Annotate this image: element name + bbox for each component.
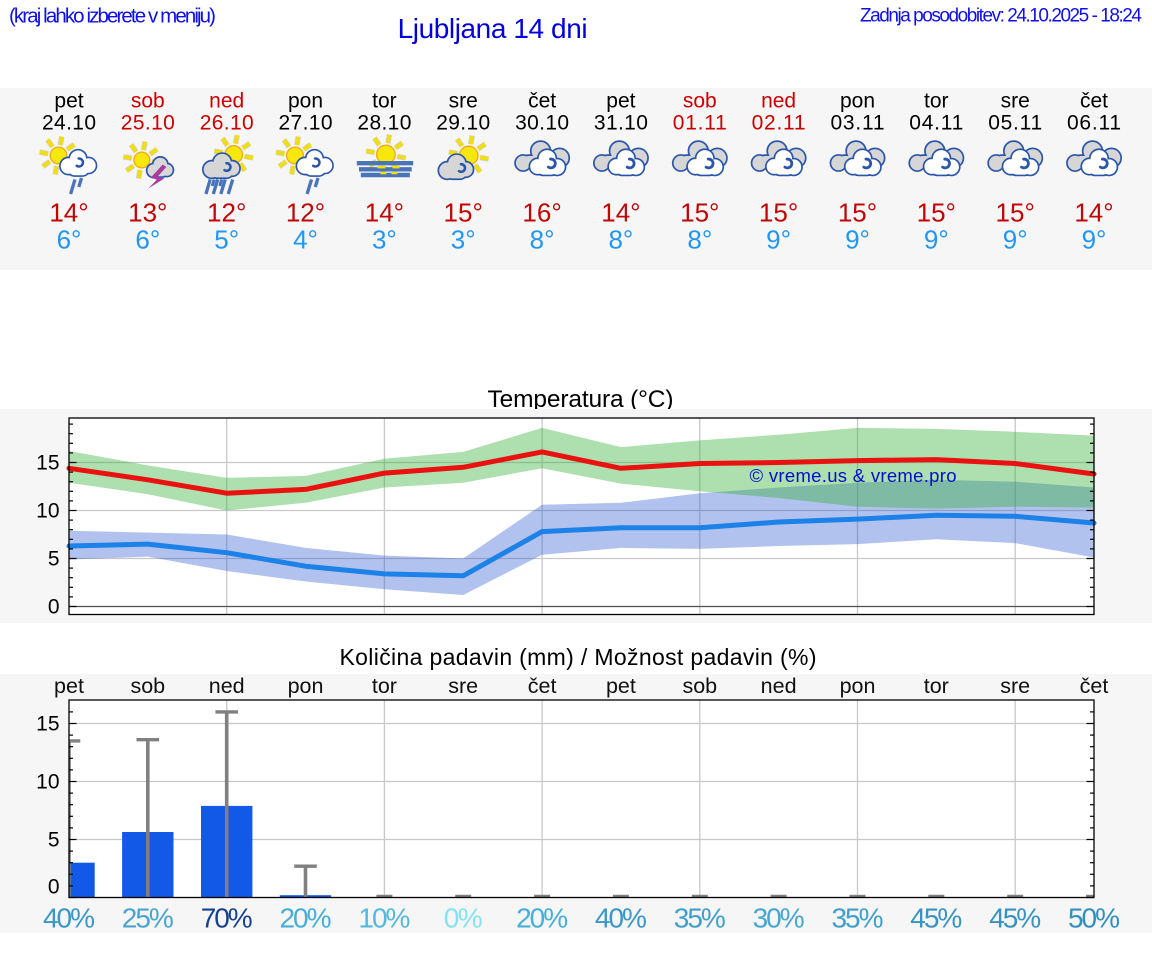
svg-text:9°: 9°	[1003, 225, 1028, 255]
svg-text:15°: 15°	[759, 198, 798, 228]
svg-text:10: 10	[36, 500, 59, 523]
svg-text:9°: 9°	[845, 225, 870, 255]
svg-text:26.10: 26.10	[200, 112, 254, 135]
svg-text:8°: 8°	[687, 225, 712, 255]
svg-text:tor: tor	[372, 674, 397, 698]
svg-text:pon: pon	[288, 674, 324, 698]
svg-text:0: 0	[48, 875, 60, 898]
svg-text:14°: 14°	[365, 198, 404, 228]
svg-text:14°: 14°	[1074, 198, 1113, 228]
svg-text:sre: sre	[449, 90, 478, 113]
svg-text:0: 0	[48, 596, 60, 619]
svg-text:16°: 16°	[522, 198, 561, 228]
svg-text:10%: 10%	[358, 903, 410, 934]
svg-text:Temperatura (°C): Temperatura (°C)	[488, 386, 674, 413]
svg-text:pet: pet	[606, 90, 635, 113]
svg-text:12°: 12°	[207, 198, 246, 228]
svg-text:sre: sre	[448, 674, 478, 698]
svg-text:24.10: 24.10	[42, 112, 96, 135]
svg-text:tor: tor	[924, 90, 949, 113]
svg-text:5: 5	[48, 829, 60, 852]
svg-text:15°: 15°	[838, 198, 877, 228]
svg-text:30%: 30%	[753, 903, 805, 934]
svg-text:35%: 35%	[674, 903, 726, 934]
svg-text:02.11: 02.11	[752, 112, 806, 135]
svg-text:ned: ned	[761, 90, 796, 113]
svg-text:45%: 45%	[989, 903, 1041, 934]
svg-text:ned: ned	[761, 674, 797, 698]
svg-text:30.10: 30.10	[515, 112, 569, 135]
svg-text:40%: 40%	[595, 903, 647, 934]
svg-text:8°: 8°	[608, 225, 633, 255]
svg-text:(kraj lahko izberete v meniju): (kraj lahko izberete v meniju)	[9, 5, 216, 28]
svg-text:40%: 40%	[43, 903, 95, 934]
svg-text:13°: 13°	[128, 198, 167, 228]
svg-text:14°: 14°	[601, 198, 640, 228]
svg-text:čet: čet	[1080, 674, 1109, 698]
svg-text:čet: čet	[1080, 90, 1108, 113]
svg-text:sob: sob	[683, 90, 717, 113]
svg-text:50%: 50%	[1068, 903, 1120, 934]
svg-text:15: 15	[36, 452, 59, 475]
svg-text:tor: tor	[372, 90, 397, 113]
svg-text:pet: pet	[606, 674, 636, 698]
svg-text:3°: 3°	[372, 225, 397, 255]
svg-text:sob: sob	[130, 674, 165, 698]
svg-text:3°: 3°	[451, 225, 476, 255]
svg-text:sob: sob	[682, 674, 717, 698]
svg-text:05.11: 05.11	[988, 112, 1042, 135]
svg-text:15°: 15°	[996, 198, 1035, 228]
svg-text:pon: pon	[288, 90, 323, 113]
svg-text:15°: 15°	[444, 198, 483, 228]
svg-text:10: 10	[36, 771, 59, 794]
svg-text:ned: ned	[209, 90, 244, 113]
svg-text:4°: 4°	[293, 225, 318, 255]
svg-text:25%: 25%	[122, 903, 174, 934]
svg-text:Ljubljana 14 dni: Ljubljana 14 dni	[398, 13, 588, 44]
svg-text:čet: čet	[528, 674, 557, 698]
svg-text:sre: sre	[1000, 674, 1030, 698]
svg-text:06.11: 06.11	[1067, 112, 1121, 135]
svg-text:20%: 20%	[516, 903, 568, 934]
svg-text:27.10: 27.10	[279, 112, 333, 135]
svg-text:6°: 6°	[57, 225, 82, 255]
svg-text:© vreme.us & vreme.pro: © vreme.us & vreme.pro	[750, 465, 957, 486]
svg-text:29.10: 29.10	[436, 112, 490, 135]
svg-text:12°: 12°	[286, 198, 325, 228]
svg-text:čet: čet	[528, 90, 556, 113]
svg-text:ned: ned	[209, 674, 245, 698]
svg-text:35%: 35%	[832, 903, 884, 934]
svg-text:20%: 20%	[280, 903, 332, 934]
svg-text:03.11: 03.11	[831, 112, 885, 135]
svg-text:0%: 0%	[444, 903, 483, 934]
svg-text:15°: 15°	[917, 198, 956, 228]
svg-text:15: 15	[36, 713, 59, 736]
svg-text:14°: 14°	[49, 198, 88, 228]
svg-text:pon: pon	[840, 90, 875, 113]
svg-text:sre: sre	[1001, 90, 1030, 113]
svg-text:9°: 9°	[766, 225, 791, 255]
svg-text:pet: pet	[54, 674, 84, 698]
svg-text:45%: 45%	[910, 903, 962, 934]
svg-text:Količina padavin (mm) / Možnos: Količina padavin (mm) / Možnost padavin …	[340, 644, 817, 670]
svg-text:Zadnja posodobitev: 24.10.2025: Zadnja posodobitev: 24.10.2025 - 18:24	[860, 6, 1142, 27]
svg-text:9°: 9°	[1082, 225, 1107, 255]
svg-text:5: 5	[48, 548, 60, 571]
svg-text:28.10: 28.10	[357, 112, 411, 135]
svg-text:6°: 6°	[135, 225, 160, 255]
svg-text:15°: 15°	[680, 198, 719, 228]
svg-text:31.10: 31.10	[594, 112, 648, 135]
svg-text:tor: tor	[924, 674, 949, 698]
svg-text:01.11: 01.11	[673, 112, 727, 135]
svg-text:9°: 9°	[924, 225, 949, 255]
svg-text:sob: sob	[131, 90, 165, 113]
svg-text:5°: 5°	[214, 225, 239, 255]
svg-text:70%: 70%	[201, 903, 253, 934]
svg-text:pet: pet	[54, 90, 83, 113]
svg-text:8°: 8°	[530, 225, 555, 255]
svg-text:25.10: 25.10	[121, 112, 175, 135]
svg-text:04.11: 04.11	[909, 112, 963, 135]
svg-text:pon: pon	[840, 674, 876, 698]
